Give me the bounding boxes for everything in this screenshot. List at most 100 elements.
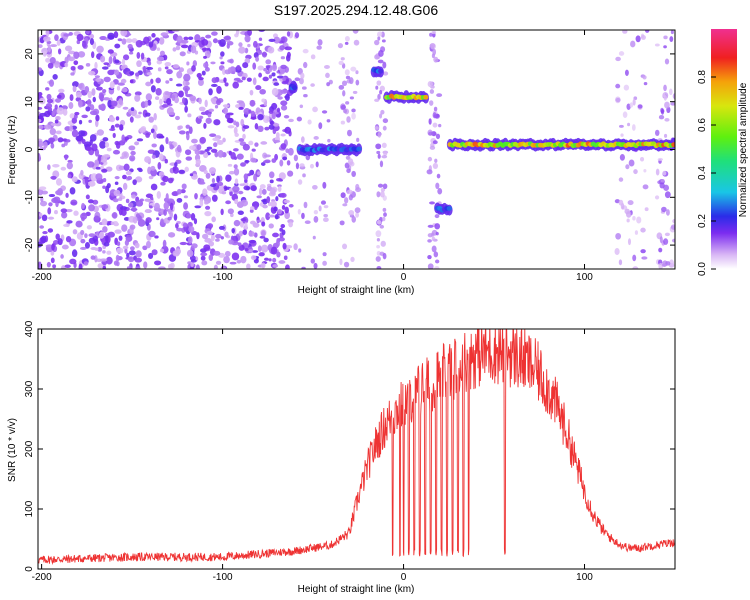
noise-blob <box>280 56 286 60</box>
noise-blob <box>50 44 58 48</box>
noise-blob <box>205 172 211 179</box>
noise-blob <box>236 259 242 264</box>
noise-blob <box>345 101 350 105</box>
noise-blob <box>159 248 165 253</box>
noise-blob <box>664 58 670 65</box>
noise-blob <box>257 245 262 252</box>
noise-blob <box>658 247 663 253</box>
noise-blob <box>262 204 268 209</box>
noise-blob <box>269 187 276 195</box>
noise-blob <box>194 192 198 200</box>
noise-blob <box>294 32 300 39</box>
noise-blob <box>236 100 244 104</box>
noise-blob <box>140 52 145 60</box>
noise-blob <box>107 231 115 238</box>
noise-blob <box>280 89 288 94</box>
noise-blob <box>238 42 243 47</box>
noise-blob <box>377 153 381 159</box>
noise-blob <box>303 61 308 69</box>
noise-blob <box>278 260 286 264</box>
noise-blob <box>57 238 63 246</box>
top-y-axis-label: Frequency (Hz) <box>7 116 18 185</box>
noise-blob <box>143 261 148 269</box>
noise-blob <box>355 70 359 75</box>
noise-blob <box>273 82 280 86</box>
noise-blob <box>260 262 266 269</box>
noise-blob <box>277 96 283 100</box>
noise-blob <box>172 166 177 172</box>
noise-blob <box>220 61 225 65</box>
noise-blob <box>41 47 48 55</box>
noise-blob <box>136 138 144 142</box>
noise-blob <box>98 104 103 110</box>
noise-blob <box>113 69 120 76</box>
noise-blob <box>250 116 257 120</box>
noise-blob <box>208 108 215 113</box>
noise-blob <box>307 119 312 125</box>
noise-blob <box>107 99 113 108</box>
noise-blob <box>103 76 111 83</box>
noise-blob <box>147 61 152 66</box>
noise-blob <box>196 144 202 151</box>
noise-blob <box>73 51 80 59</box>
noise-blob <box>91 143 98 152</box>
noise-blob <box>84 176 89 185</box>
noise-blob <box>68 102 74 109</box>
noise-blob <box>127 256 135 263</box>
noise-blob <box>665 209 670 216</box>
noise-blob <box>155 96 160 100</box>
noise-blob <box>54 209 58 215</box>
noise-blob <box>55 233 60 241</box>
noise-blob <box>91 51 95 59</box>
noise-blob <box>216 99 221 106</box>
noise-blob <box>285 54 291 62</box>
noise-blob <box>632 254 637 262</box>
noise-blob <box>231 227 236 234</box>
noise-blob <box>188 236 193 244</box>
noise-blob <box>77 51 86 58</box>
noise-blob <box>75 91 83 98</box>
noise-blob <box>190 45 197 54</box>
noise-blob <box>312 235 316 240</box>
noise-blob <box>282 76 287 82</box>
noise-blob <box>47 216 55 220</box>
noise-blob <box>165 193 169 201</box>
noise-blob <box>69 187 76 195</box>
noise-blob <box>55 98 62 103</box>
noise-blob <box>426 169 433 175</box>
noise-blob <box>262 115 270 123</box>
noise-blob <box>640 35 646 40</box>
noise-blob <box>99 140 107 149</box>
noise-blob <box>293 243 298 251</box>
noise-blob <box>131 38 138 44</box>
noise-blob <box>435 182 440 190</box>
noise-blob <box>375 230 382 238</box>
noise-blob <box>53 196 61 203</box>
noise-blob <box>54 104 58 110</box>
noise-blob <box>38 44 43 49</box>
noise-blob <box>99 155 108 163</box>
noise-blob <box>435 231 439 236</box>
noise-blob <box>96 129 105 136</box>
noise-blob <box>148 116 155 123</box>
noise-blob <box>644 30 650 33</box>
noise-blob <box>200 255 206 261</box>
noise-blob <box>430 43 436 50</box>
noise-blob <box>85 62 91 67</box>
noise-blob <box>130 150 136 156</box>
noise-blob <box>240 199 249 207</box>
noise-blob <box>376 238 380 242</box>
chart-title: S197.2025.294.12.48.G06 <box>274 2 438 18</box>
noise-blob <box>287 147 294 156</box>
noise-blob <box>429 32 433 37</box>
noise-blob <box>249 209 254 213</box>
noise-blob <box>279 159 284 167</box>
noise-blob <box>61 244 69 250</box>
colorbar-tick-label: 0.6 <box>697 118 708 132</box>
noise-blob <box>160 32 168 37</box>
noise-blob <box>355 187 361 193</box>
noise-blob <box>278 172 286 180</box>
noise-blob <box>208 240 215 247</box>
noise-blob <box>655 168 660 176</box>
noise-blob <box>156 47 161 51</box>
